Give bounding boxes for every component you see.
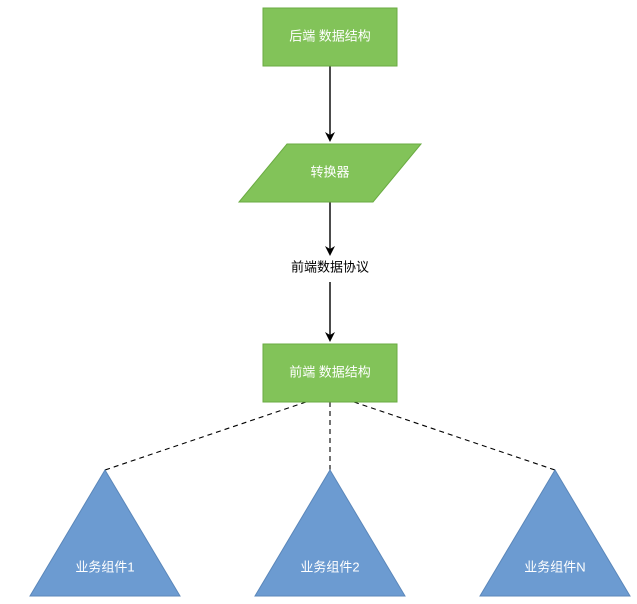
node-label-converter: 转换器 — [310, 164, 349, 179]
node-frontend-data: 前端 数据结构 — [263, 344, 397, 402]
node-component-1: 业务组件1 — [30, 470, 180, 596]
node-converter: 转换器 — [239, 144, 421, 202]
edge-e6 — [354, 402, 555, 470]
flowchart-canvas: 后端 数据结构转换器前端数据协议前端 数据结构业务组件1 业务组件2 业务组件N — [0, 0, 637, 604]
node-label-component-2: 业务组件2 — [300, 559, 359, 574]
node-label-backend-data: 后端 数据结构 — [289, 28, 371, 43]
node-label-component-n: 业务组件N — [524, 559, 585, 574]
node-component-2: 业务组件2 — [255, 470, 405, 596]
node-backend-data: 后端 数据结构 — [263, 8, 397, 66]
node-component-n: 业务组件N — [480, 470, 630, 596]
node-protocol-text: 前端数据协议 — [291, 259, 369, 274]
node-label-frontend-data: 前端 数据结构 — [289, 364, 371, 379]
node-label-component-1: 业务组件1 — [75, 559, 134, 574]
text-protocol-text: 前端数据协议 — [291, 259, 369, 274]
edge-e4 — [105, 402, 306, 470]
